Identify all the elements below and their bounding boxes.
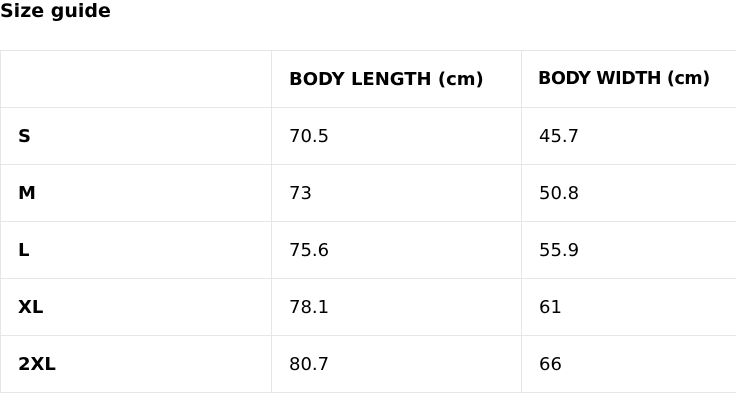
size-table: BODY LENGTH (cm) BODY WIDTH (cm) S 70.5 45… xyxy=(0,50,736,393)
width-cell: 66 xyxy=(521,335,736,393)
size-cell: M xyxy=(0,164,272,222)
size-cell: L xyxy=(0,221,272,279)
page-title: Size guide xyxy=(0,0,111,22)
length-cell: 70.5 xyxy=(271,107,522,165)
table-row: M 73 50.8 xyxy=(0,164,736,222)
header-size xyxy=(0,50,272,108)
width-cell: 55.9 xyxy=(521,221,736,279)
length-cell: 75.6 xyxy=(271,221,522,279)
table-row: S 70.5 45.7 xyxy=(0,107,736,165)
width-cell: 61 xyxy=(521,278,736,336)
length-cell: 73 xyxy=(271,164,522,222)
table-row: XL 78.1 61 xyxy=(0,278,736,336)
size-cell: XL xyxy=(0,278,272,336)
length-cell: 80.7 xyxy=(271,335,522,393)
width-cell: 45.7 xyxy=(521,107,736,165)
length-cell: 78.1 xyxy=(271,278,522,336)
table-row: L 75.6 55.9 xyxy=(0,221,736,279)
header-body-width: BODY WIDTH (cm) xyxy=(521,50,736,108)
header-row: BODY LENGTH (cm) BODY WIDTH (cm) xyxy=(0,50,736,108)
size-cell: S xyxy=(0,107,272,165)
table-row: 2XL 80.7 66 xyxy=(0,335,736,393)
header-body-length: BODY LENGTH (cm) xyxy=(271,50,522,108)
size-cell: 2XL xyxy=(0,335,272,393)
width-cell: 50.8 xyxy=(521,164,736,222)
